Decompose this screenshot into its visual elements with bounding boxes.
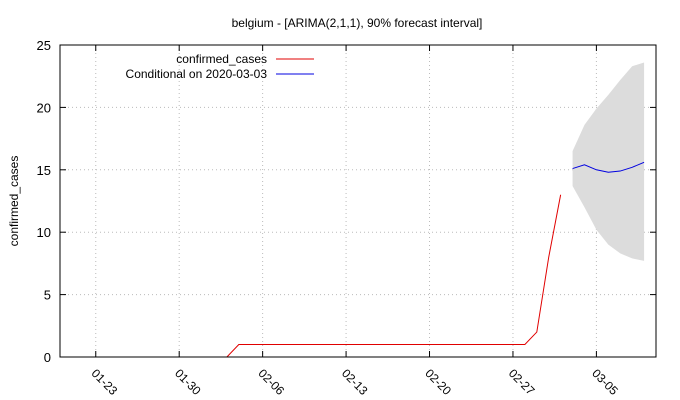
y-tick-label: 0 bbox=[44, 350, 51, 365]
series-lines bbox=[226, 161, 645, 358]
series-line-confirmed-cases bbox=[226, 194, 562, 358]
chart-title: belgium - [ARIMA(2,1,1), 90% forecast in… bbox=[232, 16, 483, 30]
legend-label-conditional: Conditional on 2020-03-03 bbox=[126, 67, 268, 81]
y-tick-label: 15 bbox=[37, 163, 51, 178]
y-tick-label: 25 bbox=[37, 38, 51, 53]
legend-label-confirmed-cases: confirmed_cases bbox=[176, 52, 267, 66]
y-tick-label: 5 bbox=[44, 288, 51, 303]
y-axis-label: confirmed_cases bbox=[7, 156, 21, 247]
series-line-conditional bbox=[572, 161, 645, 173]
y-tick-label: 20 bbox=[37, 100, 51, 115]
legend: confirmed_cases Conditional on 2020-03-0… bbox=[126, 52, 314, 81]
forecast-interval-area bbox=[572, 62, 645, 261]
forecast-interval-band bbox=[572, 62, 645, 261]
plot-border bbox=[59, 44, 657, 358]
grid-lines bbox=[60, 45, 656, 357]
y-tick-label: 10 bbox=[37, 225, 51, 240]
